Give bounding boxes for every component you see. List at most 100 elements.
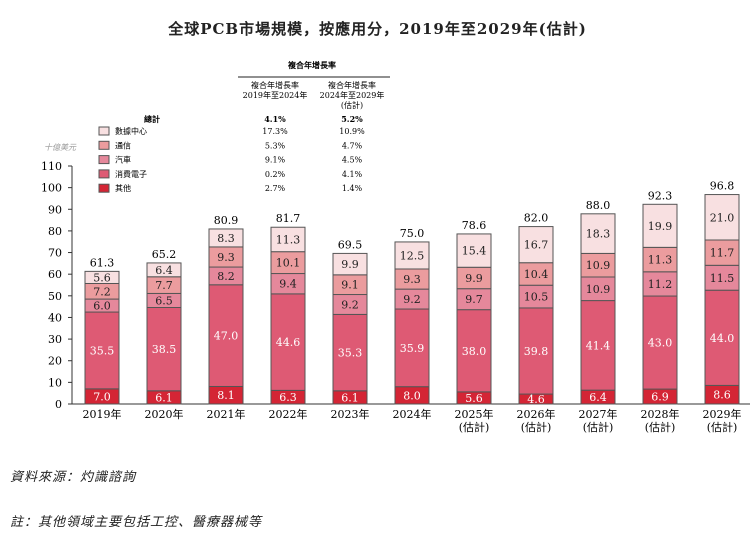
data-label: 47.0 (214, 330, 239, 343)
data-label: 44.6 (276, 336, 301, 349)
bar-segment (332, 252, 368, 276)
data-label: 8.0 (403, 389, 421, 402)
data-label: 8.1 (217, 389, 235, 402)
data-label: 38.0 (462, 345, 487, 358)
bar-segment (518, 307, 554, 395)
bar-segment (642, 203, 678, 248)
total-label: 61.3 (90, 256, 115, 269)
data-label: 7.7 (155, 279, 173, 292)
y-tick-label: 40 (48, 311, 62, 324)
x-tick-label: 2029年 (703, 407, 742, 421)
legend-swatch (98, 183, 110, 193)
cagr-value: 17.3% (262, 127, 288, 136)
y-tick-label: 110 (41, 160, 62, 173)
bar-segment (704, 194, 740, 241)
x-tick-label: (估計) (521, 420, 552, 434)
data-label: 8.2 (217, 270, 235, 283)
data-label: 10.9 (586, 283, 611, 296)
cagr-value: 1.4% (342, 184, 363, 193)
total-label: 69.5 (338, 238, 363, 251)
total-label: 88.0 (586, 199, 611, 212)
bar-segment (394, 308, 430, 388)
y-tick-label: 30 (48, 333, 62, 346)
data-label: 9.2 (341, 298, 359, 311)
bar-segment (208, 284, 244, 387)
cagr-value: 9.1% (265, 156, 286, 165)
data-label: 35.3 (338, 347, 363, 360)
legend-label: 消費電子 (115, 169, 147, 179)
data-label: 41.4 (586, 339, 611, 352)
data-label: 9.9 (341, 258, 359, 271)
data-label: 9.1 (341, 279, 359, 292)
total-label: 65.2 (152, 248, 177, 261)
legend-label: 數據中心 (115, 126, 147, 136)
bar-segment (642, 246, 678, 273)
data-label: 6.1 (155, 391, 173, 404)
data-label: 43.0 (648, 337, 673, 350)
y-tick-label: 10 (48, 376, 62, 389)
data-label: 21.0 (710, 211, 735, 224)
x-tick-label: 2025年 (455, 407, 494, 421)
cagr-value: 4.5% (342, 156, 363, 165)
y-tick-label: 50 (48, 290, 62, 303)
bar-segment (270, 293, 306, 391)
data-label: 6.9 (651, 391, 669, 404)
data-label: 12.5 (400, 249, 425, 262)
total-cagr-2: 5.2% (341, 114, 363, 124)
data-label: 7.0 (93, 390, 111, 403)
y-tick-label: 100 (41, 182, 62, 195)
source-note: 資料來源：灼識諮詢 (10, 470, 137, 485)
cagr-col1-header: 複合年增長率 (251, 80, 299, 90)
bar-segment (580, 300, 616, 391)
bar-segment (84, 311, 120, 390)
bar-segment (332, 313, 368, 392)
bar-segment (456, 233, 492, 268)
x-tick-label: 2026年 (517, 407, 556, 421)
x-tick-label: 2023年 (331, 407, 370, 421)
x-tick-label: (估計) (583, 420, 614, 434)
bar-segment (642, 295, 678, 390)
bar-segment (704, 239, 740, 266)
total-label: 78.6 (462, 219, 487, 232)
data-label: 7.2 (93, 285, 111, 298)
x-tick-label: 2019年 (83, 407, 122, 421)
data-label: 35.5 (90, 344, 115, 357)
bar-segment (518, 226, 554, 264)
data-label: 6.3 (279, 391, 297, 404)
y-axis-unit: 十億美元 (44, 143, 77, 152)
data-label: 4.6 (527, 393, 545, 406)
data-label: 10.5 (524, 291, 549, 304)
total-cagr-1: 4.1% (264, 114, 286, 124)
data-label: 10.4 (524, 268, 549, 281)
data-label: 35.9 (400, 342, 425, 355)
cagr-col1-header: 2019年至2024年 (243, 90, 308, 100)
cagr-value: 10.9% (339, 127, 365, 136)
total-label: 82.0 (524, 212, 549, 225)
total-row-label: 總計 (144, 114, 160, 124)
y-tick-label: 20 (48, 355, 62, 368)
legend-swatch (98, 140, 110, 150)
legend-label: 汽車 (115, 155, 131, 165)
data-label: 39.8 (524, 345, 549, 358)
data-label: 19.9 (648, 220, 673, 233)
bar-segment (84, 270, 120, 284)
cagr-value: 4.7% (342, 141, 363, 150)
data-label: 9.3 (217, 251, 235, 264)
data-label: 16.7 (524, 239, 549, 252)
x-tick-label: 2021年 (207, 407, 246, 421)
x-tick-label: (估計) (707, 420, 738, 434)
data-label: 9.4 (279, 278, 297, 291)
data-label: 18.3 (586, 228, 611, 241)
legend-swatch (98, 169, 110, 179)
data-label: 11.7 (710, 247, 735, 260)
cagr-value: 0.2% (265, 170, 286, 179)
stacked-bar-chart: 0 10 20 30 40 50 60 70 80 90 100 110 十億美元 7.0 35.5 6.0 7… (41, 60, 750, 434)
bar-segment (642, 271, 678, 297)
footnote: 註：其他領域主要包括工控、醫療器械等 (10, 515, 263, 530)
x-tick-label: (估計) (459, 420, 490, 434)
data-label: 5.6 (93, 271, 111, 284)
y-tick-label: 90 (48, 203, 62, 216)
total-label: 96.8 (710, 180, 735, 193)
bar-segment (580, 213, 616, 254)
data-label: 8.6 (713, 389, 731, 402)
